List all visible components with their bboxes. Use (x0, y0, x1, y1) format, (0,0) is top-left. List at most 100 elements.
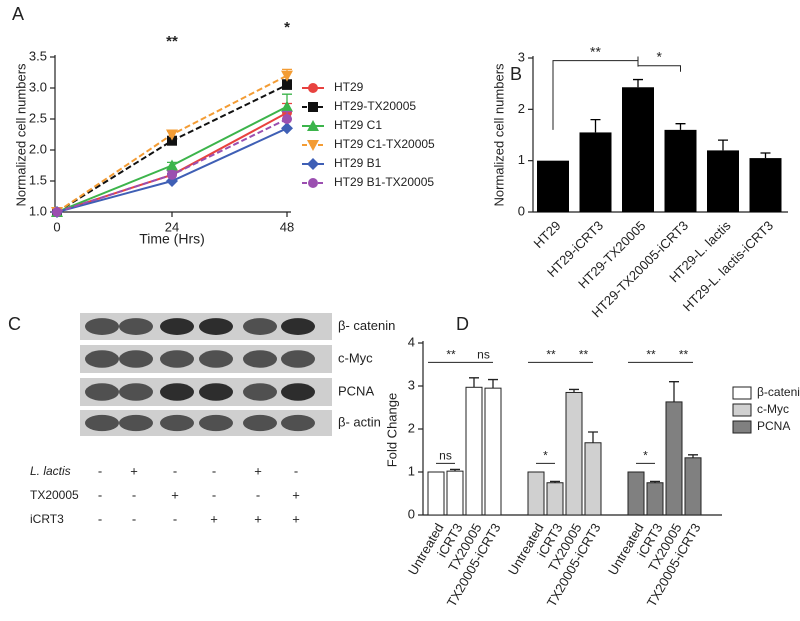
y-tick-label: 3.0 (29, 79, 47, 94)
y-tick-label: 4 (408, 334, 415, 349)
y-tick-label: 1 (408, 463, 415, 478)
bar (565, 391, 583, 516)
error-bar (675, 123, 686, 130)
legend-label: PCNA (757, 419, 790, 433)
y-tick-label: 3 (518, 49, 525, 64)
y-tick-label: 0 (518, 203, 525, 218)
marker (167, 135, 177, 146)
error-bar (488, 378, 498, 389)
error-bar (569, 388, 579, 393)
bar (665, 401, 683, 516)
row-label: iCRT3 (30, 512, 64, 526)
marker (307, 120, 319, 131)
blot-band (281, 318, 315, 335)
sign: + (130, 463, 138, 478)
annotation: * (643, 449, 648, 463)
bar (707, 150, 739, 212)
y-tick-label: 1.5 (29, 172, 47, 187)
blot-band (160, 318, 194, 335)
sign: - (132, 487, 136, 502)
error-bar (590, 118, 601, 133)
annotation: ns (477, 348, 490, 362)
y-tick-label: 0 (408, 506, 415, 521)
sign: - (212, 463, 216, 478)
y-tick-label: 2 (518, 101, 525, 116)
legend-label: β-catenin (757, 385, 800, 399)
blot-band (281, 383, 315, 401)
row-label: L. lactis (30, 464, 71, 478)
sign: - (256, 487, 260, 502)
sign: - (173, 463, 177, 478)
error-bar (718, 139, 728, 151)
line (56, 105, 288, 213)
bracket (637, 56, 681, 72)
blot-band (85, 318, 119, 335)
marker (166, 159, 178, 171)
legend-swatch (732, 403, 752, 417)
annotation: ** (166, 33, 178, 50)
legend-label: HT29 (334, 80, 364, 94)
marker (307, 158, 319, 170)
bar (546, 482, 564, 516)
blot-band (281, 350, 315, 368)
legend-label: HT29 C1-TX20005 (334, 137, 435, 151)
sign: + (210, 511, 218, 526)
error-bar (669, 381, 679, 402)
x-tick-label: 24 (165, 219, 179, 234)
error-bar (469, 377, 479, 388)
sign: + (254, 511, 262, 526)
blot-band (199, 414, 233, 432)
marker (282, 79, 292, 90)
bar (684, 457, 702, 516)
annotation: * (657, 48, 663, 64)
y-tick-label: 3 (408, 377, 415, 392)
blot-band (281, 414, 315, 432)
legend-label: c-Myc (757, 402, 789, 416)
y-tick-label: 2.5 (29, 110, 47, 125)
marker (307, 140, 319, 151)
blot-band (85, 350, 119, 368)
y-tick-label: 3.5 (29, 48, 47, 63)
band-label: PCNA (338, 383, 374, 398)
legend-label: HT29 B1-TX20005 (334, 175, 434, 189)
blot-band (160, 350, 194, 368)
blot-band (119, 318, 153, 335)
blot-band (119, 350, 153, 368)
blot-band (119, 414, 153, 432)
line (56, 84, 288, 213)
error-bar (650, 480, 660, 483)
sign: + (292, 511, 300, 526)
error-bar (760, 152, 771, 159)
y-tick-label: 1.0 (29, 203, 47, 218)
sign: - (212, 487, 216, 502)
y-axis-label: Normalized cell numbers (13, 63, 28, 207)
sign: + (292, 487, 300, 502)
row-label: TX20005 (30, 488, 79, 502)
bar (627, 471, 645, 516)
bar (427, 471, 445, 516)
annotation: ** (646, 348, 656, 362)
marker (281, 100, 293, 112)
x-tick-label: 0 (53, 219, 60, 234)
bar (664, 129, 697, 212)
error-bar (588, 431, 598, 443)
marker (281, 122, 293, 135)
legend-label: HT29-TX20005 (334, 99, 416, 113)
annotation: * (284, 19, 290, 36)
blot-band (160, 383, 194, 401)
marker (166, 129, 178, 141)
blot-band (85, 383, 119, 401)
annotation: ** (546, 348, 556, 362)
blot-band (199, 383, 233, 401)
bar (465, 386, 483, 516)
blot-band (199, 318, 233, 335)
bar (646, 482, 664, 516)
legend-swatch (732, 420, 752, 434)
y-axis-label: Normalized cell numbers (491, 63, 506, 207)
annotation: ** (446, 348, 456, 362)
panel-label: C (8, 314, 21, 334)
blot-band (160, 414, 194, 432)
bar (527, 471, 545, 516)
marker (52, 207, 62, 217)
sign: + (171, 487, 179, 502)
